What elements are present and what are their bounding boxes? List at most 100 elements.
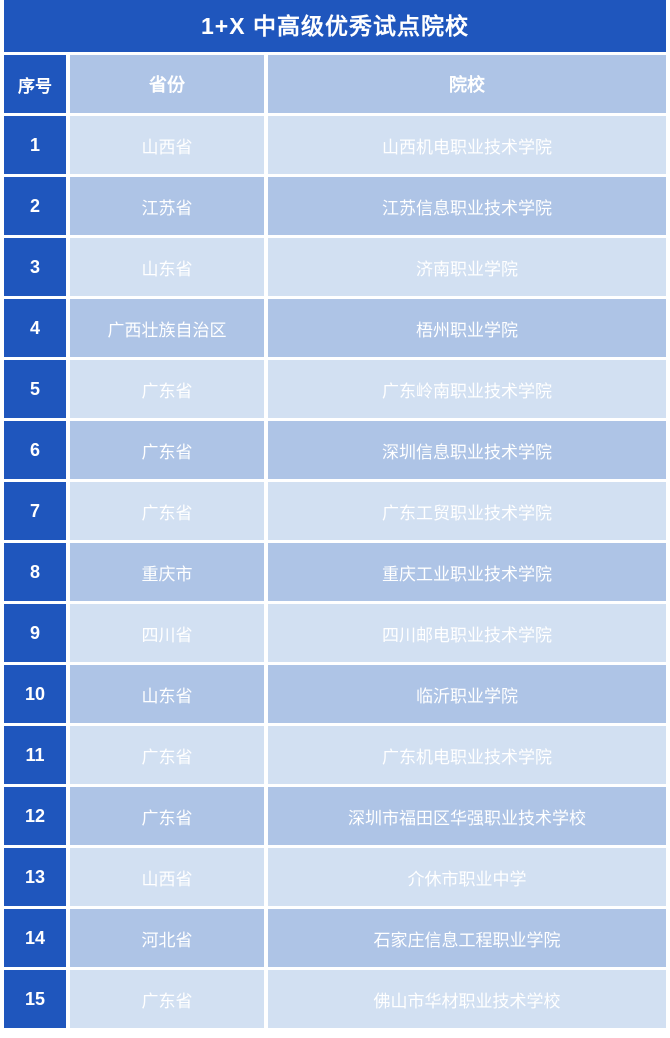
table-row[interactable]: 4 广西壮族自治区 梧州职业学院 xyxy=(0,299,670,357)
cell-index: 1 xyxy=(4,116,66,174)
table-row[interactable]: 5 广东省 广东岭南职业技术学院 xyxy=(0,360,670,418)
cell-school: 石家庄信息工程职业学院 xyxy=(268,909,666,967)
column-divider xyxy=(66,909,70,967)
row-divider xyxy=(0,235,670,238)
column-divider xyxy=(264,543,268,601)
row-divider xyxy=(0,723,670,726)
column-divider xyxy=(264,787,268,845)
cell-index: 11 xyxy=(4,726,66,784)
cell-province: 山东省 xyxy=(70,665,264,723)
cell-index: 12 xyxy=(4,787,66,845)
column-divider xyxy=(66,848,70,906)
table-row[interactable]: 13 山西省 介休市职业中学 xyxy=(0,848,670,906)
column-divider xyxy=(264,55,268,113)
cell-province: 河北省 xyxy=(70,909,264,967)
table-row[interactable]: 7 广东省 广东工贸职业技术学院 xyxy=(0,482,670,540)
row-divider xyxy=(0,845,670,848)
cell-province: 四川省 xyxy=(70,604,264,662)
cell-province: 广东省 xyxy=(70,726,264,784)
column-divider xyxy=(66,970,70,1028)
column-divider xyxy=(66,482,70,540)
cell-school: 济南职业学院 xyxy=(268,238,666,296)
table-row[interactable]: 6 广东省 深圳信息职业技术学院 xyxy=(0,421,670,479)
table-row[interactable]: 14 河北省 石家庄信息工程职业学院 xyxy=(0,909,670,967)
cell-index: 8 xyxy=(4,543,66,601)
cell-index: 6 xyxy=(4,421,66,479)
table-row[interactable]: 1 山西省 山西机电职业技术学院 xyxy=(0,116,670,174)
column-divider xyxy=(66,604,70,662)
column-divider xyxy=(264,421,268,479)
row-divider xyxy=(0,418,670,421)
row-divider xyxy=(0,662,670,665)
column-divider xyxy=(264,848,268,906)
column-header-school: 院校 xyxy=(268,55,666,113)
column-divider xyxy=(264,726,268,784)
column-header-province: 省份 xyxy=(70,55,264,113)
cell-index: 9 xyxy=(4,604,66,662)
cell-province: 山东省 xyxy=(70,238,264,296)
cell-index: 15 xyxy=(4,970,66,1028)
cell-index: 13 xyxy=(4,848,66,906)
column-divider xyxy=(66,177,70,235)
cell-school: 临沂职业学院 xyxy=(268,665,666,723)
cell-school: 广东工贸职业技术学院 xyxy=(268,482,666,540)
column-divider xyxy=(264,116,268,174)
table-row[interactable]: 11 广东省 广东机电职业技术学院 xyxy=(0,726,670,784)
column-divider xyxy=(66,665,70,723)
cell-school: 四川邮电职业技术学院 xyxy=(268,604,666,662)
cell-school: 深圳市福田区华强职业技术学校 xyxy=(268,787,666,845)
column-divider xyxy=(264,360,268,418)
row-divider xyxy=(0,296,670,299)
cell-province: 江苏省 xyxy=(70,177,264,235)
cell-province: 山西省 xyxy=(70,116,264,174)
column-divider xyxy=(66,116,70,174)
column-divider xyxy=(66,543,70,601)
column-divider xyxy=(264,604,268,662)
table-title-bar: 1+X 中高级优秀试点院校 xyxy=(4,0,666,52)
column-divider xyxy=(264,238,268,296)
title-separator xyxy=(0,52,670,55)
column-divider xyxy=(264,970,268,1028)
row-divider xyxy=(0,174,670,177)
table-row[interactable]: 10 山东省 临沂职业学院 xyxy=(0,665,670,723)
cell-province: 广东省 xyxy=(70,482,264,540)
cell-school: 介休市职业中学 xyxy=(268,848,666,906)
cell-index: 2 xyxy=(4,177,66,235)
cell-school: 山西机电职业技术学院 xyxy=(268,116,666,174)
table-row[interactable]: 3 山东省 济南职业学院 xyxy=(0,238,670,296)
column-divider xyxy=(66,360,70,418)
column-divider xyxy=(66,299,70,357)
column-divider xyxy=(264,299,268,357)
cell-index: 4 xyxy=(4,299,66,357)
table-row[interactable]: 12 广东省 深圳市福田区华强职业技术学校 xyxy=(0,787,670,845)
cell-province: 广东省 xyxy=(70,360,264,418)
row-divider xyxy=(0,113,670,116)
cell-index: 14 xyxy=(4,909,66,967)
row-divider xyxy=(0,784,670,787)
cell-index: 10 xyxy=(4,665,66,723)
table-row[interactable]: 9 四川省 四川邮电职业技术学院 xyxy=(0,604,670,662)
column-divider xyxy=(264,177,268,235)
cell-province: 重庆市 xyxy=(70,543,264,601)
cell-province: 广东省 xyxy=(70,970,264,1028)
page-title: 1+X 中高级优秀试点院校 xyxy=(201,12,469,39)
row-divider xyxy=(0,540,670,543)
row-divider xyxy=(0,967,670,970)
cell-province: 山西省 xyxy=(70,848,264,906)
column-header-index: 序号 xyxy=(4,55,66,113)
cell-index: 5 xyxy=(4,360,66,418)
column-divider xyxy=(264,482,268,540)
table-row[interactable]: 2 江苏省 江苏信息职业技术学院 xyxy=(0,177,670,235)
column-divider xyxy=(66,787,70,845)
cell-province: 广西壮族自治区 xyxy=(70,299,264,357)
cell-school: 广东机电职业技术学院 xyxy=(268,726,666,784)
table-body: 1 山西省 山西机电职业技术学院 2 江苏省 江苏信息职业技术学院 3 山东省 济南职业学院 4 广… xyxy=(0,113,670,1028)
table-row[interactable]: 15 广东省 佛山市华材职业技术学校 xyxy=(0,970,670,1028)
row-divider xyxy=(0,479,670,482)
cell-school: 佛山市华材职业技术学校 xyxy=(268,970,666,1028)
cell-school: 广东岭南职业技术学院 xyxy=(268,360,666,418)
table-row[interactable]: 8 重庆市 重庆工业职业技术学院 xyxy=(0,543,670,601)
column-divider xyxy=(66,238,70,296)
row-divider xyxy=(0,357,670,360)
